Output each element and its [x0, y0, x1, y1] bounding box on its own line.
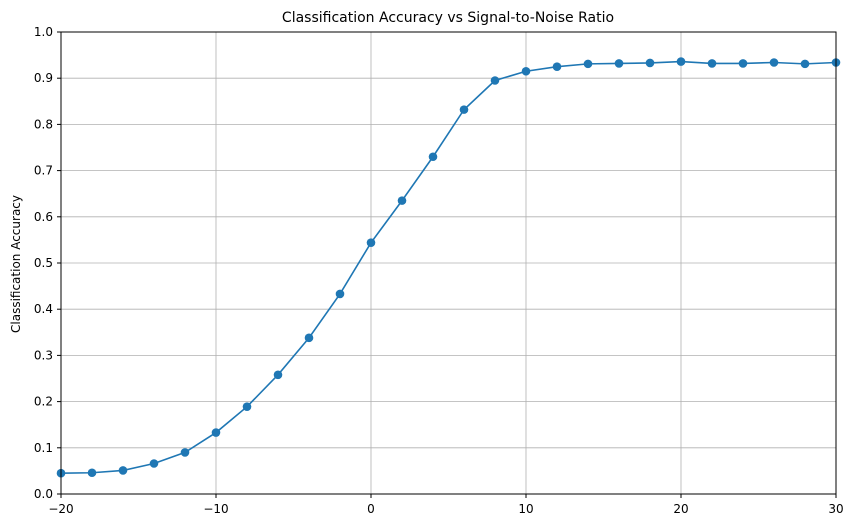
x-tick-label: 10 [518, 502, 533, 516]
y-tick-label: 0.1 [34, 441, 53, 455]
x-tick-label: 30 [828, 502, 843, 516]
data-point [180, 448, 190, 457]
y-axis-label: Classification Accuracy [9, 195, 23, 333]
data-point [552, 62, 562, 71]
data-point [149, 459, 159, 468]
data-point [366, 238, 376, 247]
y-tick-label: 0.9 [34, 71, 53, 85]
series-layer [56, 57, 841, 478]
y-tick-label: 0.4 [34, 302, 53, 316]
data-point [335, 289, 345, 299]
y-tick-label: 0.3 [34, 348, 53, 362]
data-point [459, 105, 469, 114]
series-line [60, 60, 837, 475]
data-point [738, 59, 748, 68]
y-tick-label: 1.0 [34, 25, 53, 39]
data-point [614, 59, 624, 68]
data-point [707, 59, 717, 68]
grid-lines [60, 31, 837, 495]
data-point [676, 57, 686, 66]
chart-title: Classification Accuracy vs Signal-to-Noi… [282, 10, 614, 26]
y-tick-label: 0.5 [34, 256, 53, 270]
y-tick-label: 0.0 [34, 487, 53, 501]
y-tick-label: 0.6 [34, 210, 53, 224]
x-tick-label: −10 [203, 502, 228, 516]
data-point [211, 428, 221, 437]
x-tick-label: 0 [367, 502, 375, 516]
x-tick-label: 20 [673, 502, 688, 516]
data-point [397, 196, 407, 205]
y-tick-label: 0.7 [34, 164, 53, 178]
ticks-layer: −20 −10 0 10 20 30 0.0 0.1 0.2 0.3 0.4 0.5 0.6 0.7 0.8… [34, 25, 844, 516]
data-point [304, 333, 314, 343]
y-tick-label: 0.8 [34, 117, 53, 131]
data-point [521, 66, 531, 76]
data-point [87, 468, 97, 478]
data-point [800, 59, 810, 69]
x-tick-label: −20 [48, 502, 73, 516]
data-point [490, 76, 500, 85]
data-point [428, 152, 438, 162]
data-point [242, 402, 252, 411]
data-point [769, 58, 779, 67]
data-point [583, 59, 593, 69]
data-point [118, 466, 128, 475]
data-point [273, 370, 283, 380]
y-tick-label: 0.2 [34, 395, 53, 409]
data-point [645, 58, 655, 68]
